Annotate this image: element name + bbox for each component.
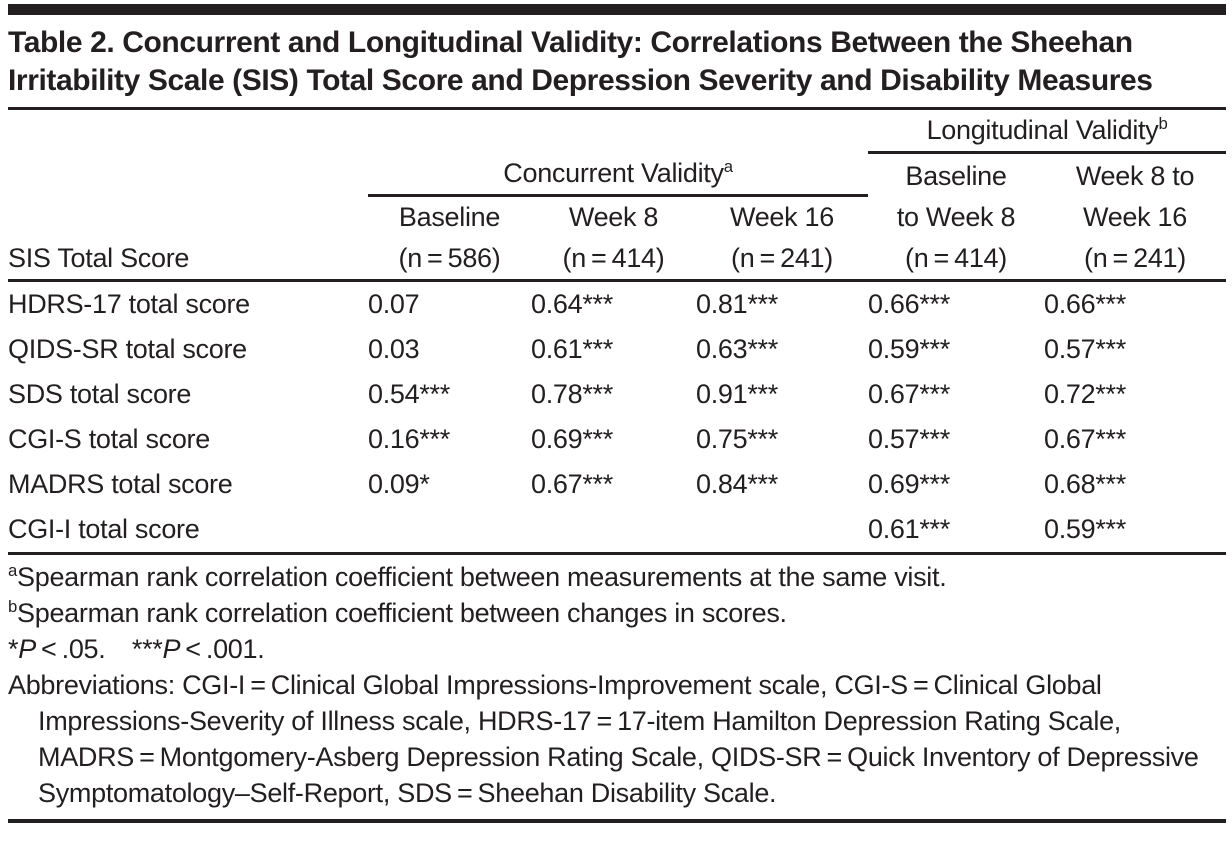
table-cell: 0.66*** <box>868 288 950 319</box>
table-cell: 0.63*** <box>696 333 778 364</box>
table-cell: 0.61*** <box>531 333 613 364</box>
footnote-marker-a: a <box>723 156 733 176</box>
sig-gap <box>105 634 131 664</box>
footnote-a-text: Spearman rank correlation coefficient be… <box>17 561 947 592</box>
table-cell: 0.03 <box>368 333 420 364</box>
column-header-baseline-to-week8: Baseline to Week 8 <box>868 153 1044 238</box>
table-title: Table 2. Concurrent and Longitudinal Val… <box>8 26 1153 97</box>
top-rule-bar <box>8 4 1226 15</box>
table-cell <box>368 506 531 555</box>
column-header-row: Baseline Week 8 Week 16 <box>8 195 1226 238</box>
header-spacer <box>8 109 368 153</box>
group-header-row-longitudinal: Longitudinal Validityb <box>8 108 1227 154</box>
sample-size-row: SIS Total Score (n = 586) (n = 414) (n =… <box>8 237 1227 282</box>
footnote-b-text: Spearman rank correlation coefficient be… <box>17 597 787 628</box>
table-cell: 0.64*** <box>531 288 613 319</box>
column-header-week8-to-week16: Week 8 to Week 16 <box>1044 153 1226 238</box>
table-cell: 0.75*** <box>696 423 778 454</box>
table-cell: 0.84*** <box>696 468 778 499</box>
table-cell: 0.16*** <box>368 423 450 454</box>
table-row-cgi-s: CGI-S total score 0.16*** 0.69*** 0.75**… <box>8 417 1226 462</box>
group-header-longitudinal-validity: Longitudinal Validityb <box>868 108 1227 154</box>
table-cell: 0.68*** <box>1044 468 1126 499</box>
table-body: HDRS-17 total score 0.07 0.64*** 0.81***… <box>8 280 1227 555</box>
footnote-a: aSpearman rank correlation coefficient b… <box>8 559 1226 595</box>
table-cell: 0.67*** <box>868 378 950 409</box>
group-header-label: Concurrent Validity <box>503 157 724 188</box>
table-cell: 0.57*** <box>868 423 950 454</box>
column-header-line: Week 8 to <box>1075 160 1195 191</box>
table-row-cgi-i: CGI-I total score 0.61*** 0.59*** <box>8 506 1227 555</box>
sample-size-week8: (n = 414) <box>531 237 696 282</box>
sample-size-week16: (n = 241) <box>696 237 868 282</box>
footnote-b-marker: b <box>8 596 18 616</box>
column-header-line: Week 16 <box>1083 201 1187 232</box>
row-label: CGI-I total score <box>8 506 368 555</box>
sample-size-week8-to-week16: (n = 241) <box>1044 237 1227 282</box>
table-cell: 0.67*** <box>1044 423 1126 454</box>
row-label: HDRS-17 total score <box>8 288 250 319</box>
table-cell <box>531 506 696 555</box>
footnote-marker-b: b <box>1158 114 1168 133</box>
bottom-rule-bar <box>8 818 1226 823</box>
sig-p: P <box>18 633 36 664</box>
sig-star: * <box>8 633 19 664</box>
table-cell <box>696 506 868 555</box>
table-cell: 0.57*** <box>1044 333 1126 364</box>
sample-size-baseline-to-week8: (n = 414) <box>868 237 1044 282</box>
header-spacer <box>8 153 368 196</box>
row-label: SDS total score <box>8 378 192 409</box>
header-spacer <box>8 195 368 238</box>
table-cell: 0.78*** <box>531 378 613 409</box>
table-cell: 0.59*** <box>1044 506 1227 555</box>
footnote-a-marker: a <box>8 560 18 580</box>
table-row-madrs: MADRS total score 0.09* 0.67*** 0.84*** … <box>8 462 1226 507</box>
table-cell: 0.91*** <box>696 378 778 409</box>
table-row-hdrs17: HDRS-17 total score 0.07 0.64*** 0.81***… <box>8 280 1226 327</box>
group-header-label: Longitudinal Validity <box>926 115 1159 145</box>
header-spacer <box>368 109 868 153</box>
table-cell: 0.72*** <box>1044 378 1126 409</box>
journal-table-page: Table 2. Concurrent and Longitudinal Val… <box>8 4 1227 823</box>
table-cell: 0.59*** <box>868 333 950 364</box>
group-header-row-concurrent: Concurrent Validitya Baseline to Week 8 W… <box>8 152 1226 232</box>
column-header-line: Baseline <box>905 160 1007 191</box>
table-row-sds: SDS total score 0.54*** 0.78*** 0.91*** … <box>8 372 1226 417</box>
table-cell: 0.81*** <box>696 288 778 319</box>
row-header-sis-total-score: SIS Total Score <box>8 237 368 282</box>
validity-correlations-table: Longitudinal Validityb Concurrent Validi… <box>8 107 1227 555</box>
table-cell: 0.07 <box>368 288 420 319</box>
sig-threshold: < .05. <box>35 633 106 664</box>
row-label: MADRS total score <box>8 468 233 499</box>
significance-note: *P < .05. ***P < .001. <box>8 631 1226 667</box>
table-cell: 0.66*** <box>1044 288 1126 319</box>
abbreviations-note: Abbreviations: CGI-I = Clinical Global I… <box>8 669 1199 808</box>
column-header-baseline: Baseline <box>398 201 501 232</box>
table-cell: 0.09* <box>368 468 430 499</box>
footnote-b: bSpearman rank correlation coefficient b… <box>8 595 1226 631</box>
column-header-week8: Week 8 <box>568 201 659 232</box>
sig-p: P <box>162 633 181 664</box>
column-header-line: to Week 8 <box>896 201 1016 232</box>
group-header-concurrent-validity: Concurrent Validitya <box>368 152 868 197</box>
row-label: QIDS-SR total score <box>8 333 247 364</box>
row-label: CGI-S total score <box>8 423 210 454</box>
table-cell: 0.61*** <box>868 506 1044 555</box>
table-cell: 0.69*** <box>531 423 613 454</box>
sample-size-baseline: (n = 586) <box>368 237 531 282</box>
footnotes-block: aSpearman rank correlation coefficient b… <box>8 559 1226 811</box>
table-cell: 0.69*** <box>868 468 950 499</box>
table-row-qids-sr: QIDS-SR total score 0.03 0.61*** 0.63***… <box>8 327 1226 372</box>
column-header-week16: Week 16 <box>730 201 834 232</box>
table-cell: 0.67*** <box>531 468 613 499</box>
sig-threshold: < .001. <box>180 633 265 664</box>
table-header: Longitudinal Validityb Concurrent Validi… <box>8 108 1227 282</box>
sig-star: *** <box>131 633 163 664</box>
table-cell: 0.54*** <box>368 378 450 409</box>
